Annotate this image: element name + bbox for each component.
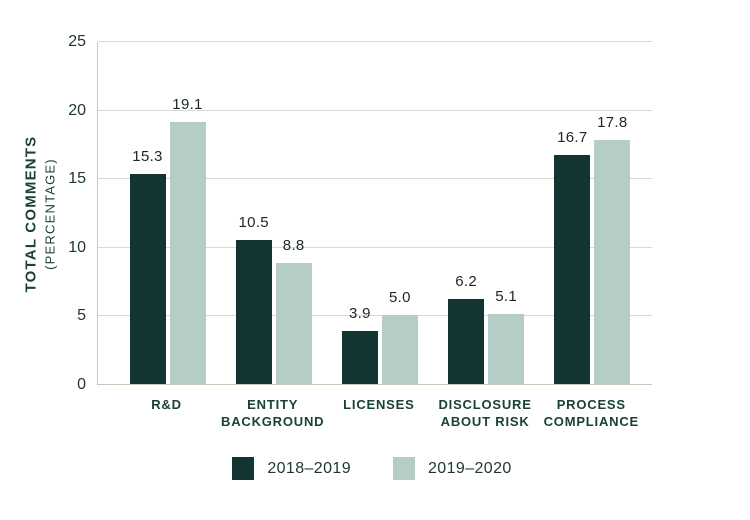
x-axis-category-label: R&D bbox=[151, 397, 182, 412]
legend-label: 2018–2019 bbox=[267, 459, 351, 477]
y-axis-title: TOTAL COMMENTS (PERCENTAGE) bbox=[22, 43, 66, 386]
bar-2019-2020 bbox=[594, 139, 631, 384]
y-axis-title-main: TOTAL COMMENTS bbox=[22, 135, 40, 293]
legend: 2018–2019 2019–2020 bbox=[0, 457, 744, 480]
legend-label: 2019–2020 bbox=[428, 459, 512, 477]
y-tick-label: 10 bbox=[68, 238, 86, 256]
legend-item: 2019–2020 bbox=[393, 457, 512, 480]
x-axis-category-label: ENTITY BACKGROUND bbox=[221, 397, 325, 429]
bar-2018-2019 bbox=[554, 154, 591, 384]
bar-value-label: 17.8 bbox=[597, 113, 628, 131]
y-tick-label: 5 bbox=[77, 307, 86, 325]
bar-group: 16.7 17.8 bbox=[554, 42, 631, 384]
legend-item: 2018–2019 bbox=[232, 457, 351, 480]
y-tick-label: 0 bbox=[77, 376, 86, 393]
bar-value-label: 3.9 bbox=[349, 304, 371, 322]
bar-group: 6.2 5.1 bbox=[448, 42, 525, 384]
x-axis-category-label: DISCLOSURE ABOUT RISK bbox=[438, 397, 532, 429]
bar-2019-2020 bbox=[488, 314, 525, 384]
bar-value-label: 8.8 bbox=[282, 237, 305, 255]
bar-value-label: 5.0 bbox=[389, 289, 411, 307]
grid-line bbox=[98, 41, 652, 42]
bar-2018-2019 bbox=[129, 174, 166, 384]
x-axis-category-label: LICENSES bbox=[343, 397, 415, 412]
grid-line bbox=[98, 109, 652, 111]
bar-2019-2020 bbox=[381, 315, 418, 384]
bar-2018-2019 bbox=[235, 239, 272, 384]
bar-2019-2020 bbox=[275, 263, 312, 384]
bar-2018-2019 bbox=[341, 330, 378, 384]
grid-line bbox=[98, 246, 652, 248]
bar-value-label: 16.7 bbox=[557, 128, 588, 146]
y-axis-title-sub: (PERCENTAGE) bbox=[42, 158, 58, 270]
bar-2019-2020 bbox=[169, 121, 206, 384]
bar-2018-2019 bbox=[448, 298, 485, 384]
x-axis-category-label: PROCESS COMPLIANCE bbox=[543, 397, 639, 429]
y-tick-label: 15 bbox=[68, 170, 86, 188]
legend-swatch bbox=[393, 457, 415, 480]
bar-value-label: 10.5 bbox=[238, 213, 269, 231]
bar-group: 15.3 19.1 bbox=[129, 42, 206, 384]
grid-line bbox=[98, 178, 652, 180]
y-tick-label: 20 bbox=[68, 101, 86, 119]
bar-value-label: 19.1 bbox=[172, 95, 203, 113]
bar-group: 3.9 5.0 bbox=[341, 42, 418, 384]
bar-value-label: 15.3 bbox=[132, 148, 163, 166]
y-tick-label: 25 bbox=[68, 33, 86, 50]
bar-group: 10.5 8.8 bbox=[235, 42, 312, 384]
bar-value-label: 5.1 bbox=[495, 288, 517, 306]
bar-value-label: 6.2 bbox=[455, 272, 477, 290]
plot-area: 15.3 19.1 10.5 8.8 3.9 5.0 6.2 5.1 16.7 17.8 bbox=[97, 41, 652, 385]
legend-swatch bbox=[232, 457, 255, 480]
grid-line bbox=[98, 315, 652, 317]
